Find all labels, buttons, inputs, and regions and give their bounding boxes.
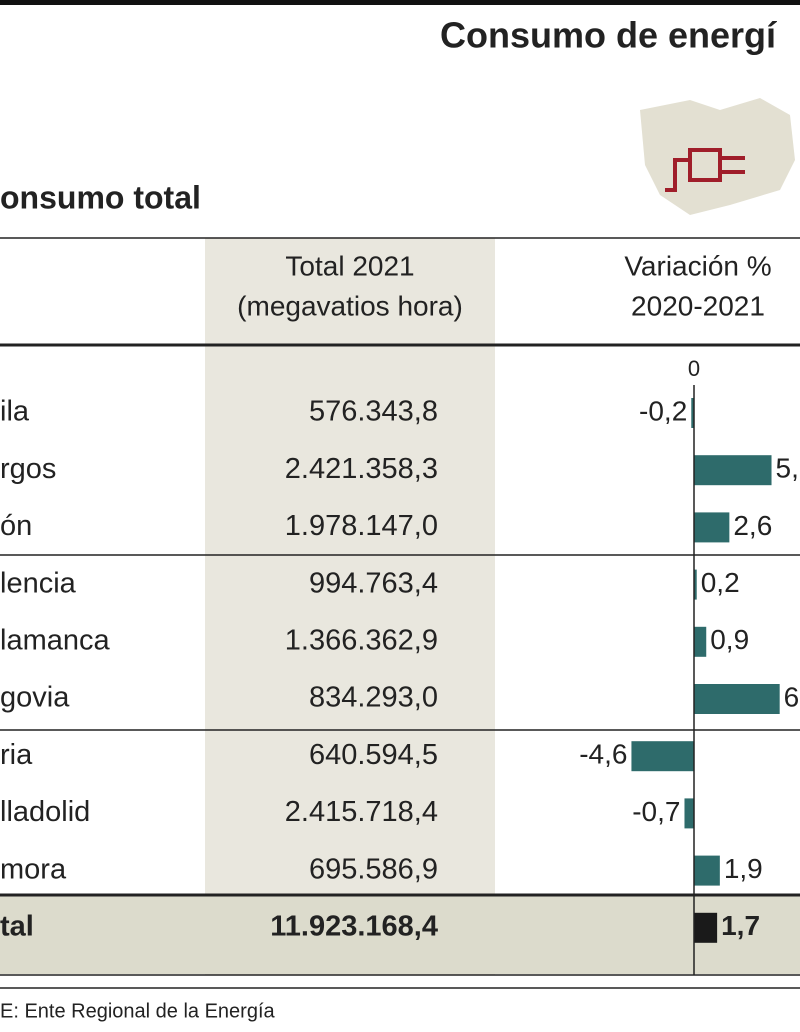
- row-total: 695.586,9: [309, 853, 438, 885]
- map-icon: [640, 98, 795, 215]
- row-name: tal: [0, 910, 34, 942]
- value-label: 1,7: [721, 910, 760, 941]
- row-total: 1.978.147,0: [285, 510, 438, 542]
- zero-label: 0: [688, 356, 700, 381]
- total-column-bg: [205, 238, 495, 975]
- rows: ila 576.343,8 -0,2 rgos 2.421.358,3 5, ón 1.978…: [0, 395, 800, 943]
- bar: [691, 398, 694, 428]
- value-label: 0,2: [701, 567, 740, 598]
- title: Consumo de energí: [440, 15, 777, 56]
- col-header: Variación %: [624, 250, 771, 281]
- bar: [684, 798, 694, 829]
- row-name: lencia: [0, 567, 77, 599]
- top-rule: [0, 0, 800, 5]
- bar: [694, 512, 730, 543]
- value-label: 1,9: [724, 853, 763, 884]
- value-label: -0,7: [632, 796, 680, 827]
- value-label: -0,2: [639, 395, 687, 426]
- row-total: 11.923.168,4: [270, 910, 438, 942]
- row-name: mora: [0, 853, 67, 885]
- col-header: 2020-2021: [631, 290, 765, 321]
- subtitle: onsumo total: [0, 179, 201, 215]
- bar: [694, 855, 720, 886]
- row-total: 1.366.362,9: [285, 624, 438, 656]
- value-label: 2,6: [733, 510, 772, 541]
- value-label: 6: [784, 681, 800, 712]
- row-name: lladolid: [0, 796, 90, 828]
- row-name: ón: [0, 510, 32, 542]
- value-label: 5,: [776, 453, 799, 484]
- row-total: 834.293,0: [309, 682, 438, 714]
- row-name: rgos: [0, 453, 56, 485]
- row-total: 640.594,5: [309, 739, 438, 771]
- col-header: (megavatios hora): [237, 290, 463, 321]
- plug-icon: [665, 148, 745, 192]
- bar: [631, 741, 694, 772]
- col-header: Total 2021: [285, 250, 414, 281]
- source: E: Ente Regional de la Energía: [0, 1000, 276, 1022]
- row-name: ila: [0, 396, 30, 428]
- row-total: 994.763,4: [309, 567, 438, 599]
- bar: [694, 569, 697, 600]
- value-label: -4,6: [579, 739, 627, 770]
- bar: [694, 626, 707, 657]
- row-total: 2.421.358,3: [285, 453, 438, 485]
- bar: [694, 912, 718, 943]
- row-name: govia: [0, 682, 70, 714]
- total-row-bg: [0, 896, 800, 974]
- row-total: 2.415.718,4: [285, 796, 438, 828]
- bar: [694, 455, 772, 486]
- row-name: ria: [0, 739, 33, 771]
- row-name: lamanca: [0, 624, 110, 656]
- bar: [694, 684, 780, 714]
- row-total: 576.343,8: [309, 396, 438, 428]
- value-label: 0,9: [710, 624, 749, 655]
